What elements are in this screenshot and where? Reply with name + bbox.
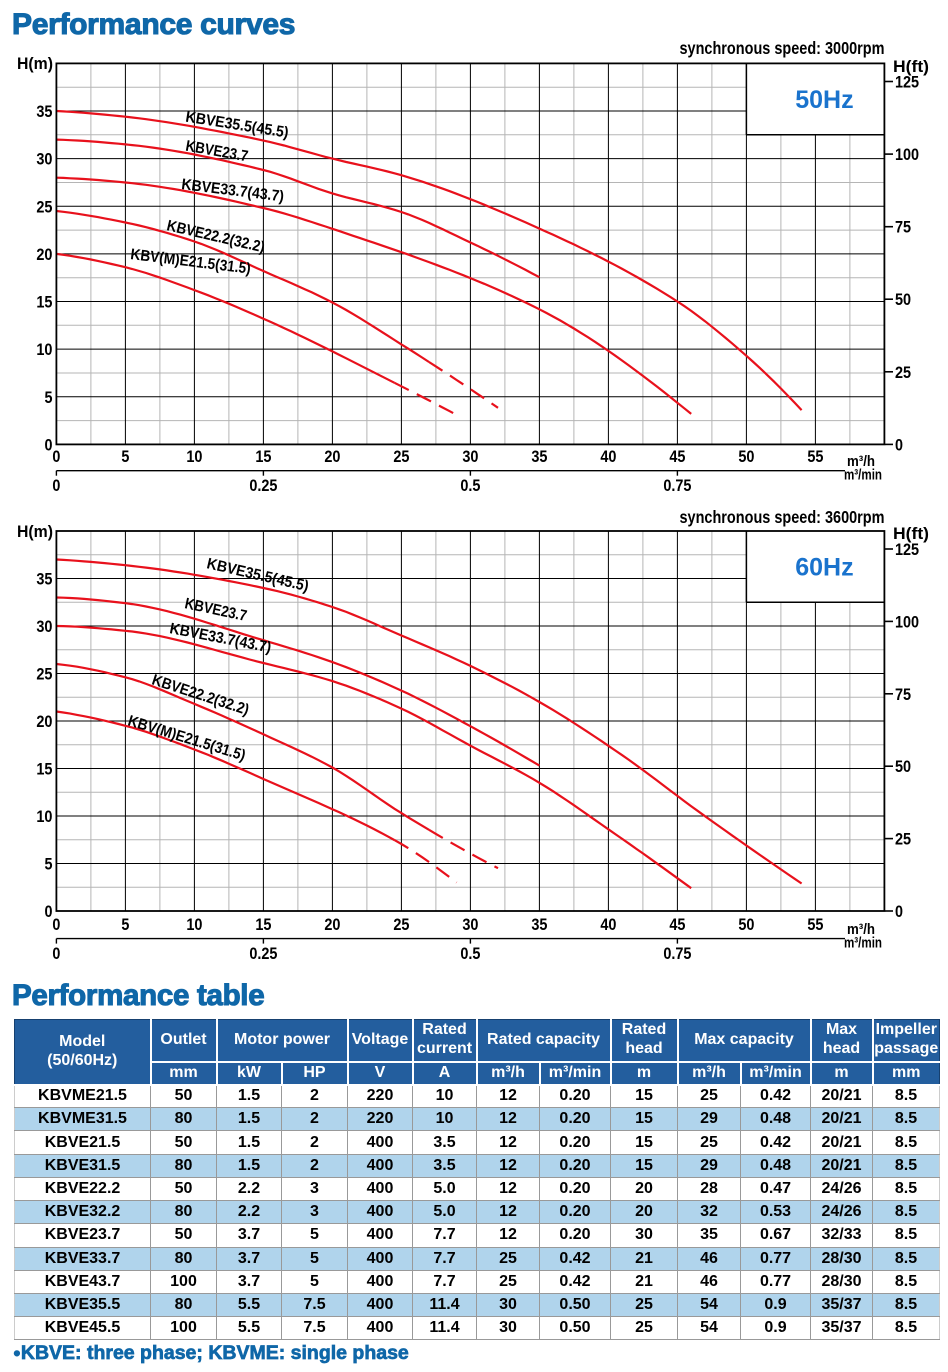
svg-text:5: 5	[45, 388, 53, 407]
svg-text:synchronous speed: 3000rpm: synchronous speed: 3000rpm	[680, 38, 885, 58]
svg-text:50: 50	[738, 447, 754, 466]
svg-text:10: 10	[36, 807, 52, 826]
svg-text:H(m): H(m)	[17, 522, 53, 541]
svg-text:15: 15	[255, 447, 271, 466]
svg-text:0: 0	[52, 476, 60, 495]
svg-text:45: 45	[669, 915, 685, 934]
svg-text:20: 20	[324, 915, 340, 934]
svg-text:75: 75	[895, 685, 911, 704]
svg-text:20: 20	[324, 447, 340, 466]
svg-text:25: 25	[36, 197, 52, 216]
svg-text:50: 50	[895, 757, 911, 776]
svg-text:25: 25	[895, 830, 911, 849]
svg-text:35: 35	[36, 570, 52, 589]
svg-text:H(ft): H(ft)	[893, 524, 929, 543]
svg-text:50: 50	[895, 290, 911, 309]
svg-text:5: 5	[121, 447, 129, 466]
svg-text:KBVE23.7: KBVE23.7	[183, 595, 248, 625]
svg-text:0: 0	[52, 915, 60, 934]
svg-text:KBVE35.5(45.5): KBVE35.5(45.5)	[205, 555, 310, 595]
svg-text:40: 40	[600, 915, 616, 934]
svg-text:H(ft): H(ft)	[893, 57, 929, 76]
svg-text:m³/h: m³/h	[847, 454, 875, 470]
svg-text:15: 15	[36, 293, 52, 312]
svg-text:25: 25	[895, 363, 911, 382]
svg-text:5: 5	[121, 915, 129, 934]
svg-text:5: 5	[45, 855, 53, 874]
svg-text:25: 25	[393, 447, 409, 466]
svg-text:KBVE22.2(32.2): KBVE22.2(32.2)	[150, 672, 251, 719]
svg-text:25: 25	[393, 915, 409, 934]
svg-text:10: 10	[36, 340, 52, 359]
svg-text:10: 10	[186, 447, 202, 466]
svg-text:0.75: 0.75	[663, 944, 691, 963]
svg-text:50: 50	[738, 915, 754, 934]
svg-text:100: 100	[895, 612, 919, 631]
svg-text:55: 55	[807, 915, 823, 934]
svg-text:m³/min: m³/min	[844, 936, 882, 952]
svg-text:30: 30	[462, 447, 478, 466]
svg-text:0: 0	[45, 435, 53, 454]
svg-text:H(m): H(m)	[17, 54, 53, 73]
svg-text:125: 125	[895, 540, 919, 559]
svg-text:0.25: 0.25	[249, 476, 277, 495]
svg-text:35: 35	[531, 915, 547, 934]
svg-text:15: 15	[36, 760, 52, 779]
svg-text:0: 0	[895, 435, 903, 454]
svg-text:0.75: 0.75	[663, 476, 691, 495]
svg-text:0.25: 0.25	[249, 944, 277, 963]
svg-text:m³/h: m³/h	[847, 922, 875, 938]
svg-text:10: 10	[186, 915, 202, 934]
svg-text:45: 45	[669, 447, 685, 466]
svg-text:m³/min: m³/min	[844, 468, 882, 484]
svg-text:35: 35	[36, 102, 52, 121]
svg-text:25: 25	[36, 665, 52, 684]
svg-text:60Hz: 60Hz	[795, 554, 853, 582]
svg-text:0: 0	[895, 902, 903, 921]
svg-text:50Hz: 50Hz	[795, 86, 853, 114]
svg-text:55: 55	[807, 447, 823, 466]
svg-text:30: 30	[36, 150, 52, 169]
svg-text:15: 15	[255, 915, 271, 934]
svg-text:35: 35	[531, 447, 547, 466]
svg-text:synchronous speed: 3600rpm: synchronous speed: 3600rpm	[680, 507, 885, 527]
svg-text:0.5: 0.5	[460, 944, 480, 963]
svg-text:40: 40	[600, 447, 616, 466]
svg-text:100: 100	[895, 145, 919, 164]
svg-text:0.5: 0.5	[460, 476, 480, 495]
svg-text:20: 20	[36, 712, 52, 731]
svg-text:KBVE35.5(45.5): KBVE35.5(45.5)	[184, 109, 289, 142]
svg-text:30: 30	[36, 617, 52, 636]
svg-text:125: 125	[895, 72, 919, 91]
svg-text:30: 30	[462, 915, 478, 934]
svg-text:0: 0	[52, 944, 60, 963]
svg-text:0: 0	[45, 902, 53, 921]
svg-text:0: 0	[52, 447, 60, 466]
svg-text:20: 20	[36, 245, 52, 264]
svg-text:75: 75	[895, 218, 911, 237]
